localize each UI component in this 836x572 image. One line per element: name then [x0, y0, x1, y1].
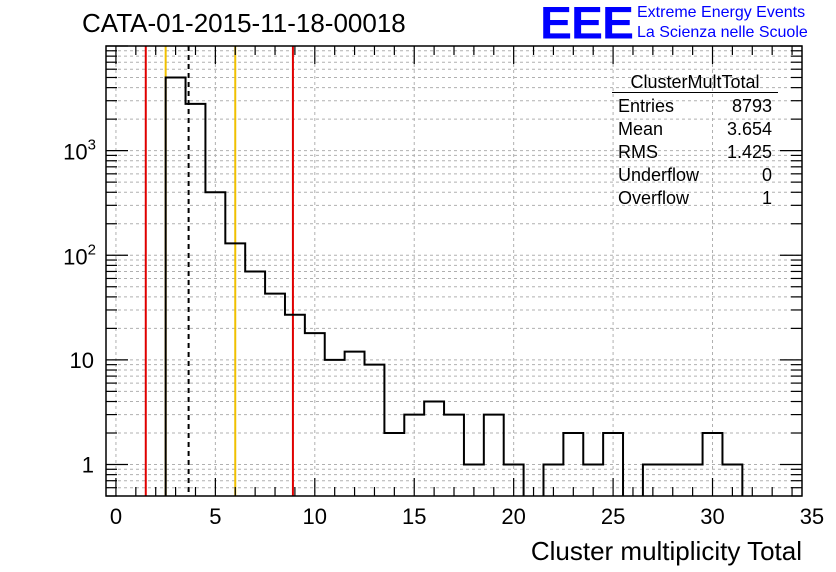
- logo-subtitle-line1: Extreme Energy Events: [637, 4, 806, 21]
- stats-box: ClusterMultTotal Entries 8793 Mean 3.654…: [612, 72, 778, 210]
- stats-row-underflow: Underflow 0: [612, 164, 778, 187]
- y-tick-label: 103: [63, 137, 96, 165]
- stats-row-entries: Entries 8793: [612, 95, 778, 118]
- x-tick-label: 35: [800, 504, 824, 529]
- stats-row-rms: RMS 1.425: [612, 141, 778, 164]
- stats-value: 1: [761, 188, 772, 208]
- x-tick-label: 0: [110, 504, 122, 529]
- x-tick-label: 5: [209, 504, 221, 529]
- stats-label: Underflow: [618, 165, 700, 185]
- x-tick-label: 15: [402, 504, 426, 529]
- logo-subtitle-line2: La Scienza nelle Scuole: [637, 24, 808, 41]
- stats-value: 1.425: [726, 142, 772, 162]
- stats-label: Overflow: [618, 188, 690, 208]
- x-tick-label: 10: [303, 504, 327, 529]
- stats-value: 0: [761, 165, 772, 185]
- y-tick-label: 102: [63, 241, 96, 269]
- stats-label: Mean: [618, 119, 664, 139]
- stats-label: Entries: [618, 96, 675, 116]
- y-tick-label: 10: [70, 348, 94, 373]
- x-tick-label: 30: [700, 504, 724, 529]
- stats-value: 8793: [731, 96, 772, 116]
- histogram-series: [164, 76, 744, 496]
- chart-title: CATA-01-2015-11-18-00018: [82, 8, 406, 38]
- stats-label: RMS: [618, 142, 658, 162]
- x-tick-label: 20: [501, 504, 525, 529]
- y-tick-label: 1: [82, 453, 94, 478]
- stats-row-overflow: Overflow 1: [612, 187, 778, 210]
- stats-value: 3.654: [726, 119, 772, 139]
- stats-box-title: ClusterMultTotal: [612, 72, 778, 93]
- eee-logo: EEE: [540, 0, 634, 49]
- x-tick-label: 25: [601, 504, 625, 529]
- x-axis-label: Cluster multiplicity Total: [530, 536, 802, 566]
- stats-row-mean: Mean 3.654: [612, 118, 778, 141]
